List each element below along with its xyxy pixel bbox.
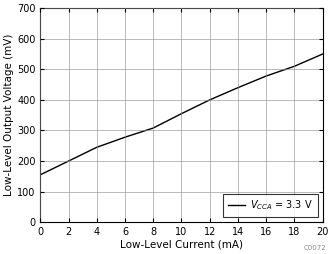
Y-axis label: Low-Level Output Voltage (mV): Low-Level Output Voltage (mV) [4, 34, 14, 196]
Legend: $V_{CCA}$ = 3.3 V: $V_{CCA}$ = 3.3 V [223, 194, 318, 217]
X-axis label: Low-Level Current (mA): Low-Level Current (mA) [120, 240, 243, 250]
Text: C0072: C0072 [304, 245, 326, 251]
